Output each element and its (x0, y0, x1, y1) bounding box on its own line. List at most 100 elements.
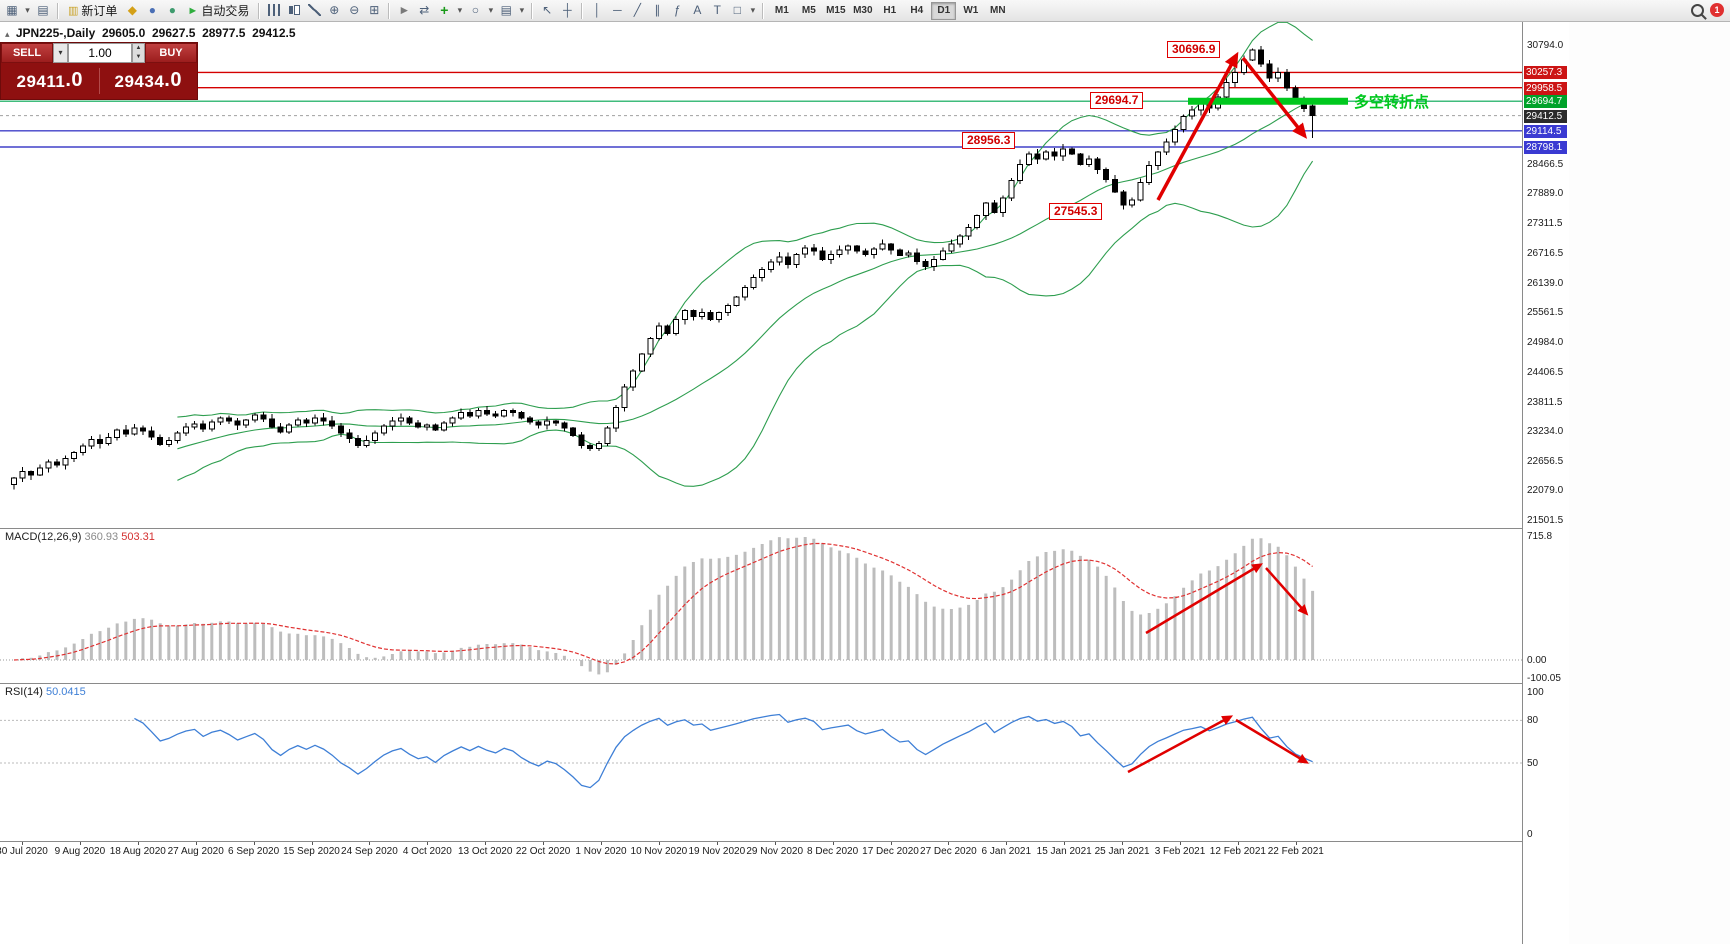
price-axis-badge: 28798.1 (1524, 141, 1567, 155)
axis-label: 24984.0 (1527, 336, 1564, 348)
price-chart-canvas[interactable]: 多空转折点 (0, 22, 1522, 528)
price-axis-badge: 29694.7 (1524, 95, 1567, 109)
line-chart-icon[interactable] (304, 1, 324, 21)
timeframe-button-m30[interactable]: M30 (853, 4, 873, 16)
periods-icon[interactable]: ○ (471, 2, 479, 17)
autotrading-button[interactable]: ► 自动交易 (187, 4, 250, 18)
market-watch-icon[interactable]: ◆ (127, 2, 138, 17)
trend-arrow[interactable] (1127, 715, 1234, 774)
time-axis-label: 25 Jan 2021 (1094, 846, 1150, 857)
time-axis[interactable]: 30 Jul 2020 9 Aug 2020 18 Aug 2020 27 Aug 2… (0, 842, 1568, 862)
fibonacci-icon[interactable]: ƒ (673, 2, 681, 17)
macd-canvas[interactable] (0, 529, 1522, 683)
time-tick (1237, 842, 1239, 845)
timeframe-button-h1[interactable]: H1 (883, 4, 897, 16)
macd-signal-line[interactable] (13, 542, 1313, 665)
time-axis-label: 3 Feb 2021 (1154, 846, 1206, 857)
time-axis-label: 27 Dec 2020 (920, 846, 977, 857)
indicators-dropdown-icon[interactable]: ▾ (457, 4, 463, 15)
text-icon[interactable]: A (693, 2, 702, 17)
crosshair-icon[interactable]: ┼ (563, 2, 572, 17)
volume-input[interactable]: 1.00 (68, 43, 132, 63)
rsi-pane[interactable] (0, 684, 1522, 841)
time-tick (79, 842, 81, 845)
time-axis-label: 30 Jul 2020 (0, 846, 48, 857)
templates-dropdown-icon[interactable]: ▾ (519, 4, 525, 15)
time-tick (485, 842, 487, 845)
ohlc-open: 29605.0 (101, 26, 146, 40)
tile-windows-icon[interactable]: ⊞ (369, 2, 380, 17)
auto-scroll-icon[interactable]: ► (398, 2, 411, 17)
bar-chart-icon[interactable] (264, 1, 284, 21)
terminal-icon[interactable]: ● (168, 2, 177, 17)
candlestick-series[interactable] (11, 46, 1316, 490)
axis-label: 26716.5 (1527, 248, 1564, 260)
zoom-out-icon[interactable]: ⊖ (349, 2, 360, 17)
axis-label: 21501.5 (1527, 515, 1564, 526)
trend-arrow[interactable] (1156, 51, 1239, 201)
channel-icon[interactable]: ∥ (654, 2, 661, 17)
search-icon[interactable] (1691, 3, 1704, 17)
price-axis[interactable]: 30794.0 28466.5 27889.0 27311.5 26716.5 26139… (1522, 22, 1569, 944)
new-chart-dropdown-icon[interactable]: ▾ (25, 4, 30, 15)
shapes-icon[interactable]: □ (733, 2, 741, 17)
price-chart-pane[interactable]: 多空转折点 30696.9 29694.7 28956.3 27545.3 (0, 22, 1522, 528)
volume-down-icon[interactable]: ▼ (135, 54, 142, 60)
shapes-dropdown-icon[interactable]: ▾ (750, 4, 756, 15)
main-toolbar: ▦ ▾ ▤ ▥ 新订单 ◆ ● ● ► 自动交易 ⊕ ⊖ ⊞ ► ⇄ + ▾ ○ ▾ ▤ ▾ ↖ ┼ │ ─ ╱ ∥ ƒ A T □ ▾ M1 M… (0, 0, 1730, 22)
new-chart-icon[interactable]: ▦ (6, 2, 18, 17)
timeframe-button-m1[interactable]: M1 (774, 4, 789, 16)
time-tick (1295, 842, 1297, 845)
profiles-icon[interactable]: ▤ (37, 2, 49, 17)
time-axis-label: 17 Dec 2020 (862, 846, 919, 857)
buy-price[interactable]: 29434.0 (114, 68, 182, 91)
macd-histogram[interactable] (14, 537, 1315, 675)
rsi-canvas[interactable] (0, 684, 1522, 841)
buy-button[interactable]: BUY (145, 43, 197, 63)
timeframe-button-d1[interactable]: D1 (931, 1, 957, 20)
price-annotation-label[interactable]: 30696.9 (1167, 41, 1221, 58)
candlestick-chart-icon[interactable] (284, 1, 304, 21)
chart-shift-icon[interactable]: ⇄ (419, 2, 430, 17)
time-tick (1180, 842, 1181, 845)
trendline-icon[interactable]: ╱ (633, 2, 641, 17)
trend-arrow[interactable] (1145, 563, 1264, 635)
timeframe-button-h4[interactable]: H4 (910, 4, 924, 16)
time-axis-label: 18 Aug 2020 (109, 846, 166, 857)
rsi-line[interactable] (134, 713, 1313, 789)
time-axis-label: 6 Jan 2021 (981, 846, 1032, 857)
new-order-button[interactable]: ▥ 新订单 (68, 4, 118, 18)
turning-point-label[interactable]: 多空转折点 (1354, 93, 1429, 111)
horizontal-line-icon[interactable]: ─ (613, 2, 622, 17)
time-axis-label: 15 Sep 2020 (283, 846, 340, 857)
macd-pane[interactable] (0, 529, 1522, 683)
chart-window-icon: ▴ (5, 29, 10, 39)
vertical-line-icon[interactable]: │ (593, 2, 602, 17)
cursor-icon[interactable]: ↖ (542, 2, 553, 17)
price-annotation-label[interactable]: 29694.7 (1090, 92, 1144, 109)
zoom-in-icon[interactable]: ⊕ (329, 2, 340, 17)
trend-arrow[interactable] (1241, 56, 1308, 139)
sell-price[interactable]: 29411.0 (16, 68, 84, 91)
notification-badge[interactable]: 1 (1710, 3, 1724, 17)
trend-arrow[interactable] (1235, 718, 1310, 764)
volume-up-icon[interactable]: ▲ (135, 45, 142, 51)
volume-dropdown-icon[interactable]: ▾ (53, 43, 68, 63)
price-annotation-label[interactable]: 28956.3 (962, 132, 1016, 149)
timeframe-button-m5[interactable]: M5 (801, 4, 816, 16)
trend-arrow[interactable] (1265, 567, 1309, 616)
pane-separator[interactable] (0, 528, 1568, 529)
navigator-icon[interactable]: ● (148, 2, 157, 17)
indicators-icon[interactable]: + (440, 1, 449, 18)
templates-icon[interactable]: ▤ (500, 2, 512, 17)
timeframe-button-w1[interactable]: W1 (963, 4, 979, 16)
timeframe-button-mn[interactable]: MN (990, 4, 1006, 16)
pane-separator[interactable] (0, 683, 1568, 684)
price-annotation-label[interactable]: 27545.3 (1049, 203, 1103, 220)
sell-button[interactable]: SELL (1, 43, 53, 63)
timeframe-button-m15[interactable]: M15 (826, 4, 846, 16)
time-axis-label: 22 Feb 2021 (1267, 846, 1324, 857)
periods-dropdown-icon[interactable]: ▾ (488, 4, 494, 15)
price-axis-badge: 29958.5 (1524, 81, 1567, 95)
label-icon[interactable]: T (713, 2, 721, 17)
